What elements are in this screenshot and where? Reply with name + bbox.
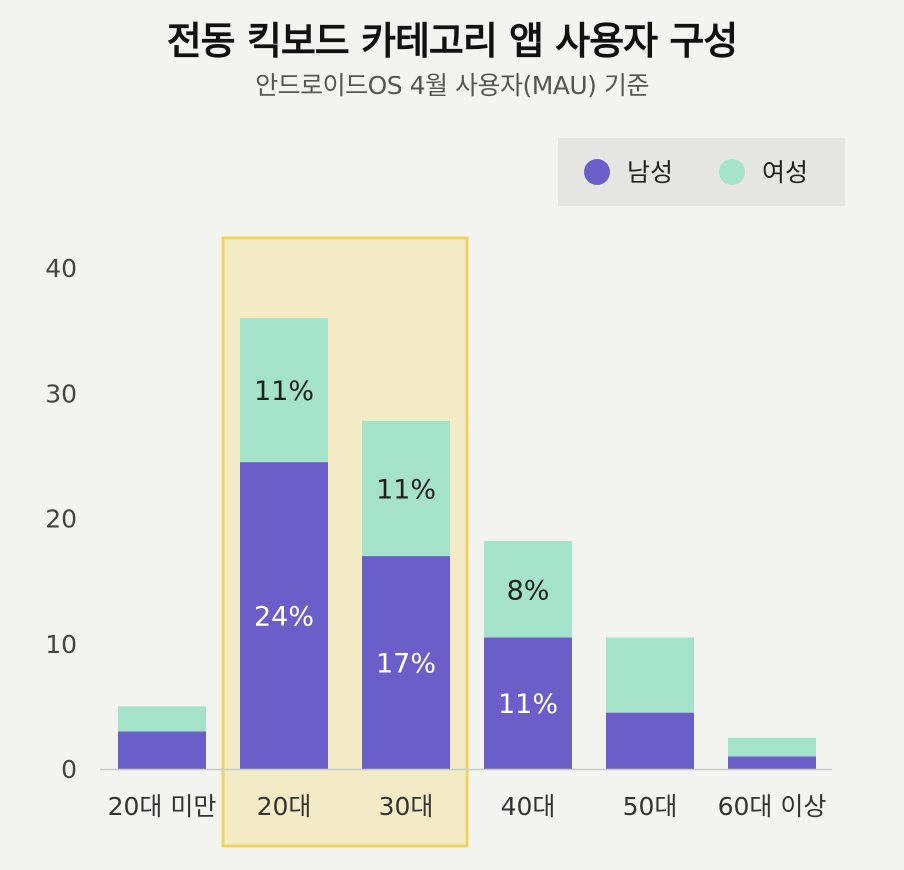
x-tick-label: 60대 이상 — [718, 792, 827, 821]
chart-title: 전동 킥보드 카테고리 앱 사용자 구성 — [166, 19, 739, 63]
bar-female — [484, 541, 572, 638]
x-tick-label: 40대 — [501, 792, 556, 821]
data-label: 11% — [498, 689, 558, 720]
bar-female — [362, 420, 450, 557]
data-label: 17% — [376, 649, 436, 680]
x-tick-label: 30대 — [379, 792, 434, 821]
data-label: 24% — [254, 602, 314, 633]
bar-female — [728, 737, 816, 757]
y-tick-label: 0 — [61, 755, 77, 784]
bar-male — [484, 637, 572, 769]
bar-male — [728, 756, 816, 769]
bar-male — [606, 712, 694, 769]
data-label: 11% — [254, 376, 314, 407]
y-tick-label: 10 — [45, 630, 77, 659]
y-tick-label: 30 — [45, 379, 77, 408]
bar-female — [606, 637, 694, 713]
legend-swatch-0 — [584, 159, 610, 185]
x-tick-label: 20대 — [257, 792, 312, 821]
data-label: 11% — [376, 474, 436, 505]
legend-label-1: 여성 — [762, 158, 808, 187]
legend-swatch-1 — [719, 159, 745, 185]
y-tick-label: 20 — [45, 505, 77, 534]
bar-male — [362, 556, 450, 769]
x-tick-label: 20대 미만 — [108, 792, 217, 821]
chart-subtitle: 안드로이드OS 4월 사용자(MAU) 기준 — [255, 71, 649, 100]
x-tick-label: 50대 — [623, 792, 678, 821]
data-label: 8% — [507, 575, 550, 606]
bar-male — [118, 731, 206, 769]
bar-female — [118, 706, 206, 732]
bar-female — [240, 318, 328, 463]
y-tick-label: 40 — [45, 254, 77, 283]
bar-male — [240, 462, 328, 769]
legend-label-0: 남성 — [627, 158, 673, 187]
